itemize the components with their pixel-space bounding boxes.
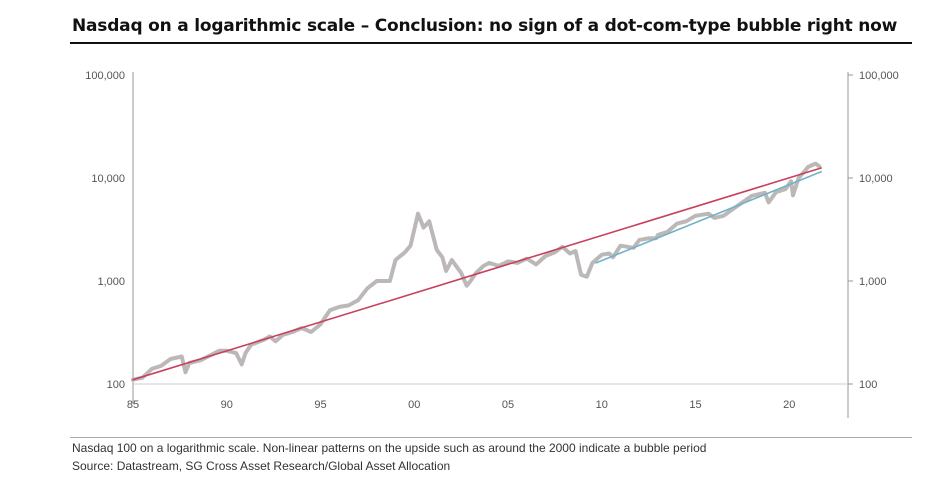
y-tick-label-right: 10,000 [859,173,893,185]
x-tick-label: 90 [221,399,233,411]
y-tick-label-right: 100 [859,379,877,391]
series-trend-post-2009 [595,170,822,264]
x-tick-label: 95 [314,399,326,411]
y-tick-label-right: 100,000 [859,70,899,82]
series-lines [131,161,822,382]
y-tick-label-right: 1,000 [859,276,887,288]
footnote: Nasdaq 100 on a logarithmic scale. Non-l… [72,441,707,455]
x-tick-label: 15 [689,399,701,411]
y-tick-label-left: 100,000 [85,70,125,82]
x-tick-label: 85 [127,399,139,411]
y-tick-label-left: 100 [107,379,125,391]
series-trend-full [132,167,822,381]
x-tick-label: 05 [502,399,514,411]
title-divider [70,42,912,44]
footer-divider [70,437,912,438]
series-index [131,161,822,382]
x-tick-label: 00 [408,399,420,411]
source-note: Source: Datastream, SG Cross Asset Resea… [72,459,451,473]
chart-title: Nasdaq on a logarithmic scale – Conclusi… [72,16,898,36]
y-tick-label-left: 10,000 [91,173,125,185]
x-tick-label: 20 [783,399,795,411]
axes: 100 100 1,000 1,000 10,000 10,000 100,000 100,0… [85,70,899,418]
y-tick-label-left: 1,000 [97,276,125,288]
x-tick-label: 10 [596,399,608,411]
